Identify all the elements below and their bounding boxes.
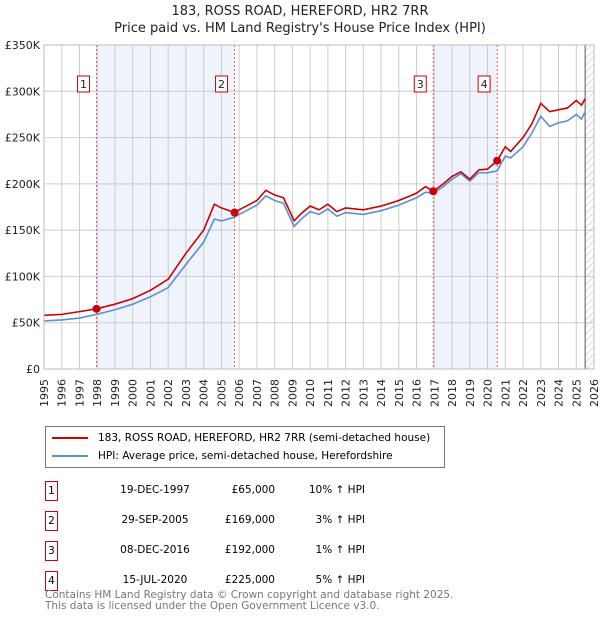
sale-point: [493, 156, 502, 165]
sale-row: 1 19-DEC-1997 £65,000 10% ↑ HPI: [45, 481, 385, 501]
shaded-period: [433, 45, 498, 369]
sale-date: 29-SEP-2005: [121, 514, 189, 526]
x-tick-label: 2025: [570, 379, 583, 407]
legend-swatch: [52, 455, 88, 457]
legend: 183, ROSS ROAD, HEREFORD, HR2 7RR (semi-…: [45, 426, 445, 468]
y-tick-label: £300K: [5, 85, 41, 98]
price-chart: 1995 1996 1997 1998 1999 2000 2001 2002 2003 2004…: [5, 39, 600, 407]
sale-row: 3 08-DEC-2016 £192,000 1% ↑ HPI: [45, 541, 385, 561]
x-tick-label: 2011: [322, 379, 335, 407]
forecast-hatch: [585, 45, 594, 369]
sale-marker-number: 4: [45, 571, 58, 591]
legend-item-property: 183, ROSS ROAD, HEREFORD, HR2 7RR (semi-…: [52, 430, 430, 446]
x-tick-label: 2017: [428, 379, 441, 407]
x-tick-label: 1998: [91, 379, 104, 407]
x-tick-label: 2014: [375, 379, 388, 407]
x-tick-label: 1996: [56, 379, 69, 407]
sale-marker-number: 1: [45, 481, 58, 501]
x-tick-label: 2001: [144, 379, 157, 407]
x-tick-label: 2020: [482, 379, 495, 407]
sale-hpi-diff: 10% ↑ HPI: [308, 484, 365, 496]
sale-price: £225,000: [224, 574, 275, 586]
sale-marker-box: [413, 75, 427, 93]
sale-date: 08-DEC-2016: [120, 544, 190, 556]
legend-item-hpi: HPI: Average price, semi-detached house,…: [52, 448, 393, 464]
sale-marker-label: 3: [417, 78, 424, 91]
sale-price: £192,000: [224, 544, 275, 556]
legend-swatch: [52, 437, 88, 439]
x-tick-label: 2026: [588, 379, 600, 407]
sale-price: £65,000: [231, 484, 275, 496]
x-tick-label: 2022: [517, 379, 530, 407]
sale-marker-number: 2: [45, 511, 58, 531]
y-tick-label: £200K: [5, 178, 41, 191]
footer-line: This data is licensed under the Open Gov…: [45, 600, 380, 612]
chart-title: 183, ROSS ROAD, HEREFORD, HR2 7RR: [171, 4, 429, 19]
x-tick-label: 2024: [553, 379, 566, 407]
x-tick-label: 2010: [304, 379, 317, 407]
legend-label: HPI: Average price, semi-detached house,…: [98, 450, 393, 462]
x-tick-label: 2018: [446, 379, 459, 407]
sale-row: 4 15-JUL-2020 £225,000 5% ↑ HPI: [45, 571, 385, 591]
y-tick-label: £250K: [5, 132, 41, 145]
hpi-series-line: [43, 111, 586, 322]
sale-row: 2 29-SEP-2005 £169,000 3% ↑ HPI: [45, 511, 385, 531]
y-tick-label: £100K: [5, 270, 41, 283]
sale-date: 19-DEC-1997: [120, 484, 190, 496]
sale-marker-box: [215, 75, 229, 93]
sale-marker-label: 2: [218, 78, 225, 91]
x-tick-label: 2009: [286, 379, 299, 407]
x-tick-label: 2023: [535, 379, 548, 407]
x-tick-label: 2005: [215, 379, 228, 407]
sale-point: [92, 304, 101, 313]
legend-label: 183, ROSS ROAD, HEREFORD, HR2 7RR (semi-…: [98, 432, 431, 444]
sale-price: £169,000: [224, 514, 275, 526]
sale-marker-box: [477, 75, 491, 93]
sale-marker-label: 1: [80, 78, 87, 91]
x-tick-label: 2003: [180, 379, 193, 407]
x-tick-label: 2006: [233, 379, 246, 407]
sale-marker-label: 4: [481, 78, 488, 91]
x-tick-label: 1995: [38, 379, 51, 407]
y-tick-label: £350K: [5, 39, 41, 52]
x-tick-label: 2004: [198, 379, 211, 407]
sale-hpi-diff: 1% ↑ HPI: [315, 544, 365, 556]
chart-subtitle: Price paid vs. HM Land Registry's House …: [114, 21, 486, 36]
sale-marker-number: 3: [45, 541, 58, 561]
footer-line: Contains HM Land Registry data © Crown c…: [45, 589, 454, 601]
y-tick-label: £50K: [12, 317, 41, 330]
x-tick-label: 2007: [251, 379, 264, 407]
shaded-period: [96, 45, 235, 369]
sale-marker-box: [77, 75, 91, 93]
x-tick-label: 2015: [393, 379, 406, 407]
x-tick-label: 2013: [357, 379, 370, 407]
sale-hpi-diff: 5% ↑ HPI: [315, 574, 365, 586]
footer: Contains HM Land Registry data © Crown c…: [45, 590, 453, 612]
x-tick-label: 1997: [73, 379, 86, 407]
x-tick-label: 2000: [127, 379, 140, 407]
x-tick-label: 1999: [109, 379, 122, 407]
sale-point: [429, 187, 438, 196]
property-series-line: [43, 98, 586, 317]
x-tick-label: 2016: [411, 379, 424, 407]
plot-frame: [43, 44, 595, 370]
x-tick-label: 2008: [269, 379, 282, 407]
sale-point: [230, 208, 239, 217]
x-tick-label: 2012: [340, 379, 353, 407]
x-tick-label: 2021: [499, 379, 512, 407]
sale-date: 15-JUL-2020: [122, 574, 188, 586]
x-tick-label: 2002: [162, 379, 175, 407]
sale-hpi-diff: 3% ↑ HPI: [315, 514, 365, 526]
x-tick-label: 2019: [464, 379, 477, 407]
y-tick-label: £0: [26, 363, 40, 376]
y-tick-label: £150K: [5, 224, 41, 237]
